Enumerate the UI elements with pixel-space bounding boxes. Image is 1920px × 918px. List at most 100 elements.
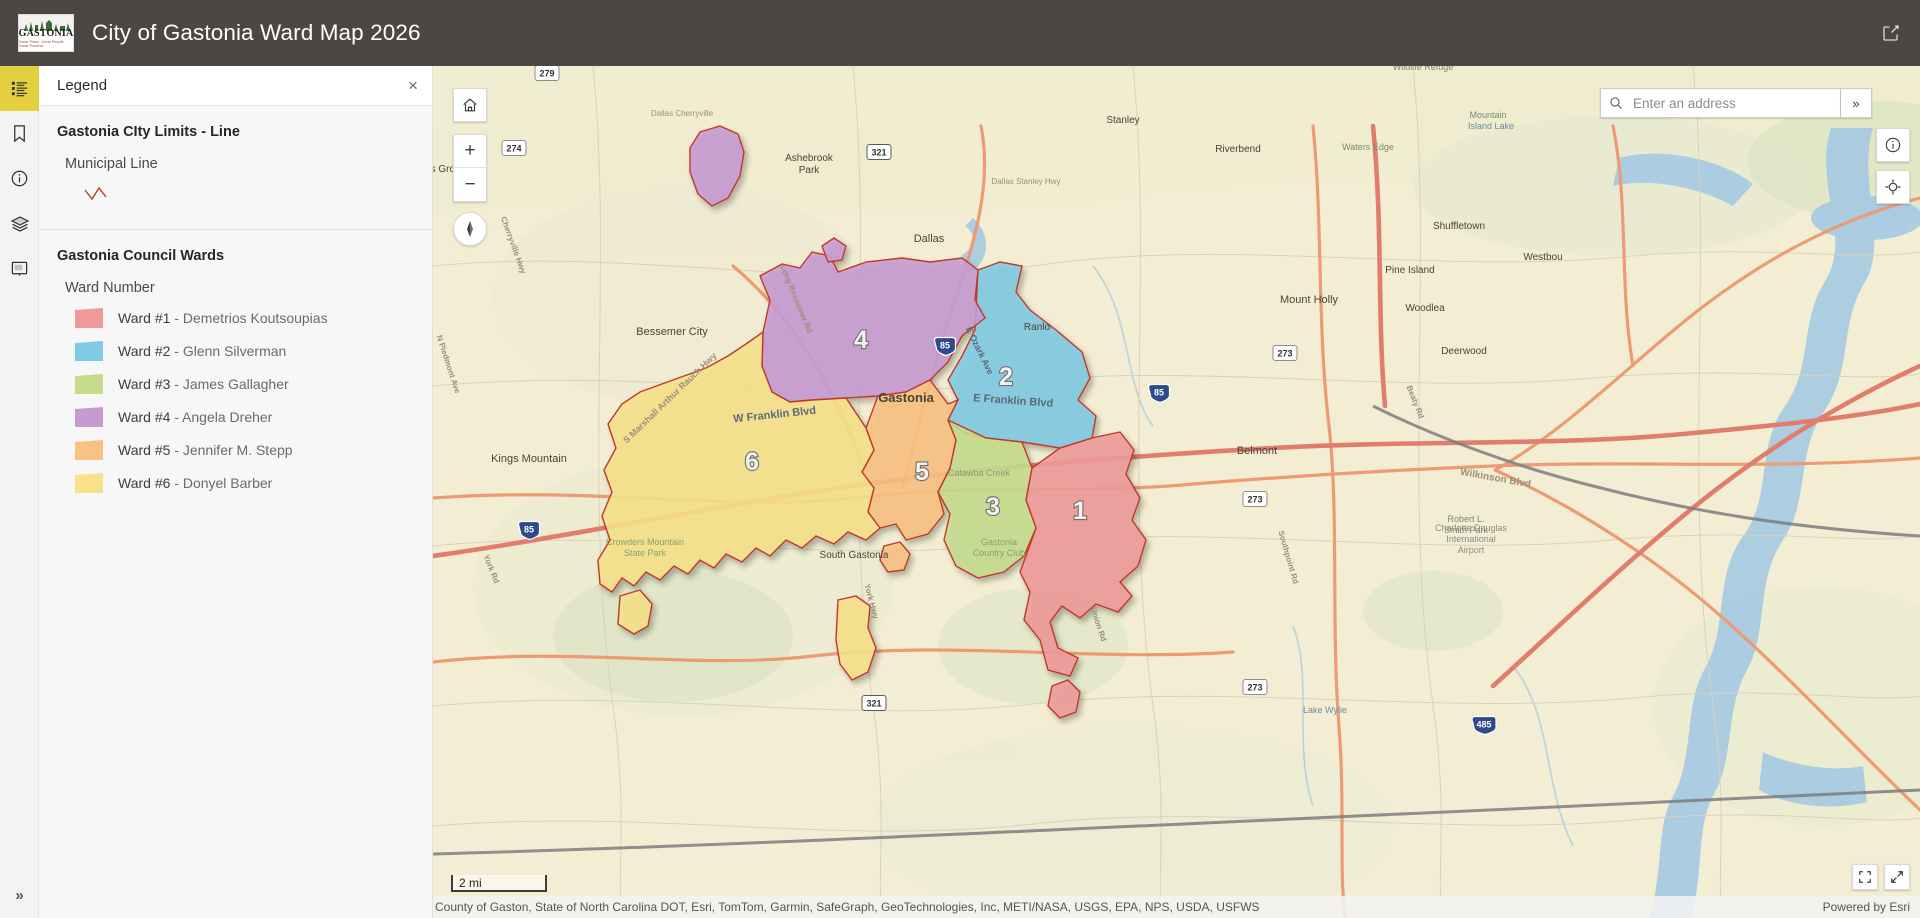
ward-polygon-6[interactable] (835, 595, 877, 681)
map-place-label: Dallas Cherryville (651, 109, 714, 118)
map-place-label: Gastonia (981, 537, 1017, 547)
locate-button[interactable] (1876, 170, 1910, 204)
sidebar-item-layers[interactable] (0, 201, 39, 246)
legend-item-ward-3[interactable]: Ward #3 - James Gallagher (75, 374, 414, 394)
map-place-label: Waters Edge (1342, 142, 1394, 152)
legend-item-ward-6[interactable]: Ward #6 - Donyel Barber (75, 473, 414, 493)
map-place-label: Crowders Mountain (606, 537, 684, 547)
ward-number-4: 4 (854, 326, 868, 354)
ward-polygons[interactable] (597, 125, 1147, 719)
route-shield-label: 485 (1476, 720, 1491, 730)
map-place-label: Stanley (1106, 115, 1139, 126)
map-place-label: Deerwood (1441, 346, 1487, 357)
legend-item-ward-1[interactable]: Ward #1 - Demetrios Koutsoupias (75, 308, 414, 328)
zoom-out-button[interactable]: − (454, 168, 486, 201)
ward-number-5: 5 (915, 458, 929, 486)
search-icon (1610, 97, 1622, 109)
ward-number-6: 6 (745, 448, 759, 476)
route-shield-485: 485 (1471, 715, 1497, 736)
scale-bar: 2 mi (451, 875, 547, 892)
zoom-in-button[interactable]: + (454, 135, 486, 168)
map-rail-lines (433, 404, 1920, 856)
ward-polygon-1[interactable] (1047, 679, 1081, 719)
home-button[interactable] (453, 88, 487, 122)
legend-item-ward-2[interactable]: Ward #2 - Glenn Silverman (75, 341, 414, 361)
compass-button[interactable] (453, 212, 487, 246)
map-place-label: Island Lake (1468, 121, 1514, 131)
map-place-label: Westbou (1523, 252, 1562, 263)
legend-group-subtitle: Municipal Line (65, 156, 158, 172)
info-circle-icon (11, 170, 28, 187)
search-box[interactable] (1600, 88, 1841, 118)
map-place-label: International (1446, 534, 1496, 544)
map-place-label: Riverbend (1215, 144, 1261, 155)
route-shield-label: 85 (1154, 388, 1164, 398)
bookmark-icon (14, 125, 25, 143)
logo-wordmark: GASTONIA (18, 28, 74, 39)
route-shield-273: 273 (1242, 491, 1268, 507)
home-icon (463, 98, 477, 112)
powered-by-esri: Powered by Esri (1822, 900, 1910, 914)
search-expand-button[interactable]: » (1841, 88, 1872, 118)
logo-sky (19, 15, 73, 30)
gastonia-logo: GASTONIA Great Place. Great People. Grea… (18, 14, 74, 52)
route-shield-label: 321 (871, 148, 886, 158)
map-place-label: Country Club (973, 548, 1026, 558)
search-input[interactable] (1631, 94, 1832, 112)
route-shield-279: 279 (534, 66, 560, 81)
ward-number-1: 1 (1073, 497, 1087, 525)
ward-polygon-6[interactable] (617, 589, 653, 635)
ward-polygon-6[interactable] (597, 330, 881, 593)
legend-swatch-ward-1 (75, 308, 103, 328)
map-place-label: Belmont (1237, 445, 1277, 457)
fullscreen-button[interactable] (1852, 864, 1878, 890)
legend-label-ward-3: Ward #3 - James Gallagher (118, 376, 289, 392)
rail-expand-button[interactable]: » (15, 886, 24, 904)
route-shield-321: 321 (866, 144, 892, 160)
legend-item-ward-5[interactable]: Ward #5 - Jennifer M. Stepp (75, 440, 414, 460)
sidebar-item-basemap[interactable] (0, 246, 39, 291)
ward-polygon-2[interactable] (947, 261, 1097, 449)
map-place-label: Kings Mountain (491, 453, 567, 465)
zoom-controls: + − (453, 134, 487, 202)
legend-group-city-limits: Gastonia CIty Limits - Line Municipal Li… (39, 106, 432, 230)
map-road-label: E Franklin Blvd (973, 392, 1054, 410)
ward-number-3: 3 (986, 493, 1000, 521)
map-place-label: Airport (1458, 545, 1485, 555)
share-icon[interactable] (1876, 18, 1906, 48)
map-view[interactable]: Gastonia Dallas Bessemer City Ranlo Stanley R… (433, 66, 1920, 918)
sidebar-item-bookmarks[interactable] (0, 111, 39, 156)
map-info-button[interactable] (1876, 128, 1910, 162)
close-icon[interactable]: × (408, 76, 418, 95)
map-place-label: Shuffletown (1433, 221, 1485, 232)
app-header: GASTONIA Great Place. Great People. Grea… (0, 0, 1920, 66)
route-shield-label: 274 (506, 144, 521, 154)
locate-crosshair-icon (1885, 179, 1901, 195)
legend-label-ward-2: Ward #2 - Glenn Silverman (118, 343, 287, 359)
ward-polygon-4[interactable] (821, 237, 847, 263)
ward-polygon-1[interactable] (1019, 431, 1147, 677)
legend-label-ward-1: Ward #1 - Demetrios Koutsoupias (118, 310, 328, 326)
route-shield-85: 85 (1147, 383, 1171, 404)
legend-body: Gastonia CIty Limits - Line Municipal Li… (39, 106, 432, 918)
map-place-label: Catawba Creek (948, 468, 1011, 478)
map-canvas: Gastonia Dallas Bessemer City Ranlo Stanley R… (433, 66, 1920, 918)
sidebar-item-legend[interactable] (0, 66, 39, 111)
sidebar-item-about[interactable] (0, 156, 39, 201)
map-place-label: Robert L. (1447, 514, 1484, 524)
basemap-window-icon (11, 261, 28, 276)
legend-group-title: Gastonia CIty Limits - Line (57, 124, 240, 140)
logo-tagline: Great Place. Great People. Great Promise… (19, 40, 65, 48)
route-shield-label: 321 (866, 699, 881, 709)
legend-item-ward-4[interactable]: Ward #4 - Angela Dreher (75, 407, 414, 427)
legend-swatch-ward-4 (75, 407, 103, 427)
route-shield-label: 279 (539, 69, 554, 79)
ward-polygon-5[interactable] (879, 541, 911, 573)
legend-swatch-ward-5 (75, 440, 103, 460)
route-shield-85: 85 (517, 520, 541, 541)
map-expand-button[interactable] (1884, 864, 1910, 890)
route-shield-321: 321 (861, 695, 887, 711)
map-place-label: Smith Park (1444, 525, 1489, 535)
ward-polygon-4[interactable] (689, 125, 745, 207)
